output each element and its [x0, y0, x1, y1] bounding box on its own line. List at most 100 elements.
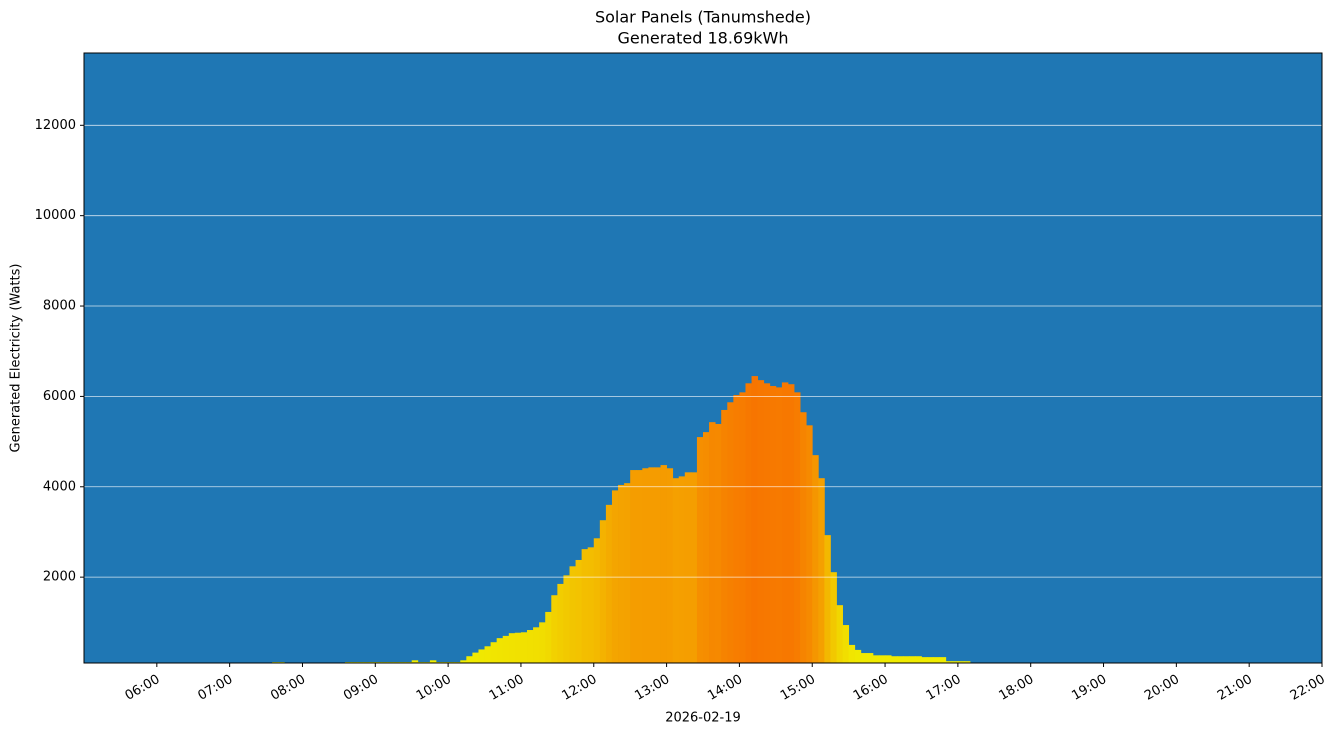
bar [429, 660, 437, 663]
bar [672, 478, 680, 663]
x-tick-label: 13:00 [632, 672, 672, 704]
bar [666, 468, 674, 663]
bar [611, 490, 619, 663]
bar [763, 383, 771, 663]
bar [739, 392, 746, 663]
bar [921, 657, 928, 663]
bar [957, 661, 965, 663]
x-tick-label: 14:00 [705, 672, 745, 704]
bar [781, 382, 789, 663]
bar [684, 472, 692, 663]
x-tick-label: 17:00 [924, 672, 964, 704]
x-tick-label: 19:00 [1069, 672, 1109, 704]
bar [915, 656, 922, 663]
bar [514, 632, 522, 663]
bar [927, 657, 935, 663]
x-tick-label: 20:00 [1142, 672, 1182, 704]
bar [466, 656, 473, 663]
x-tick-label: 21:00 [1215, 672, 1255, 704]
bar [848, 644, 856, 663]
bar [830, 572, 837, 663]
bar [472, 652, 479, 663]
bar [897, 656, 904, 663]
x-tick-label: 10:00 [414, 672, 454, 704]
bar [836, 605, 843, 663]
bar [939, 657, 947, 663]
bar [812, 455, 819, 663]
bar [903, 656, 910, 663]
bar [769, 386, 777, 663]
bar [654, 467, 661, 663]
bar [636, 470, 643, 663]
y-tick-label: 2000 [43, 570, 76, 585]
bar [878, 655, 886, 663]
bar [605, 504, 613, 663]
bar [824, 535, 831, 663]
x-tick-label: 09:00 [341, 672, 381, 704]
bar [933, 657, 941, 663]
y-tick-label: 10000 [35, 208, 76, 223]
x-tick-label: 11:00 [487, 672, 527, 704]
bar [945, 661, 953, 663]
bar [587, 547, 595, 663]
bar [818, 478, 825, 663]
bar [872, 655, 880, 663]
bar [575, 559, 583, 663]
bar [624, 483, 631, 663]
bar [727, 402, 734, 663]
bar [642, 468, 649, 663]
bar [533, 627, 540, 663]
plot-frame [83, 52, 1323, 664]
y-tick-label: 4000 [43, 479, 76, 494]
x-tick-label: 06:00 [123, 672, 163, 704]
bar [411, 660, 419, 663]
bar [733, 395, 740, 663]
bar [599, 520, 607, 663]
bar [806, 425, 813, 663]
bar [484, 646, 491, 663]
bar [630, 470, 637, 663]
x-axis-label: 2026-02-19 [665, 711, 741, 726]
bar [581, 549, 589, 663]
bar [618, 484, 625, 663]
bar [787, 384, 795, 663]
x-tick-label: 15:00 [778, 672, 818, 704]
x-tick-label: 12:00 [560, 672, 600, 704]
y-tick-label: 6000 [43, 389, 76, 404]
x-tick-label: 22:00 [1288, 672, 1328, 704]
bar [508, 633, 516, 663]
bar [569, 566, 576, 663]
y-tick-label: 12000 [35, 118, 76, 133]
bar [563, 575, 570, 663]
bar [860, 653, 868, 663]
bar [539, 622, 546, 663]
bar [709, 422, 716, 663]
bar [545, 611, 552, 663]
bar [678, 476, 686, 663]
bar [520, 632, 528, 663]
bar [690, 472, 698, 663]
y-axis-label: Generated Electricity (Watts) [9, 264, 24, 453]
bar [951, 661, 959, 663]
bar [721, 409, 728, 663]
bar [963, 661, 971, 663]
bars [272, 376, 971, 663]
bar [794, 392, 801, 663]
bar [745, 383, 752, 663]
bar [909, 656, 916, 663]
bar [891, 656, 898, 663]
bar [593, 538, 601, 663]
bar [885, 655, 892, 663]
x-tick-label: 18:00 [997, 672, 1037, 704]
bar [557, 583, 564, 663]
bar [490, 642, 498, 663]
chart-title: Solar Panels (Tanumshede) [595, 8, 811, 27]
bar [551, 595, 558, 663]
bar [854, 649, 862, 663]
bar [800, 412, 807, 663]
bar [751, 376, 759, 663]
bar [775, 387, 783, 663]
bar [696, 437, 704, 663]
bar [527, 630, 534, 663]
